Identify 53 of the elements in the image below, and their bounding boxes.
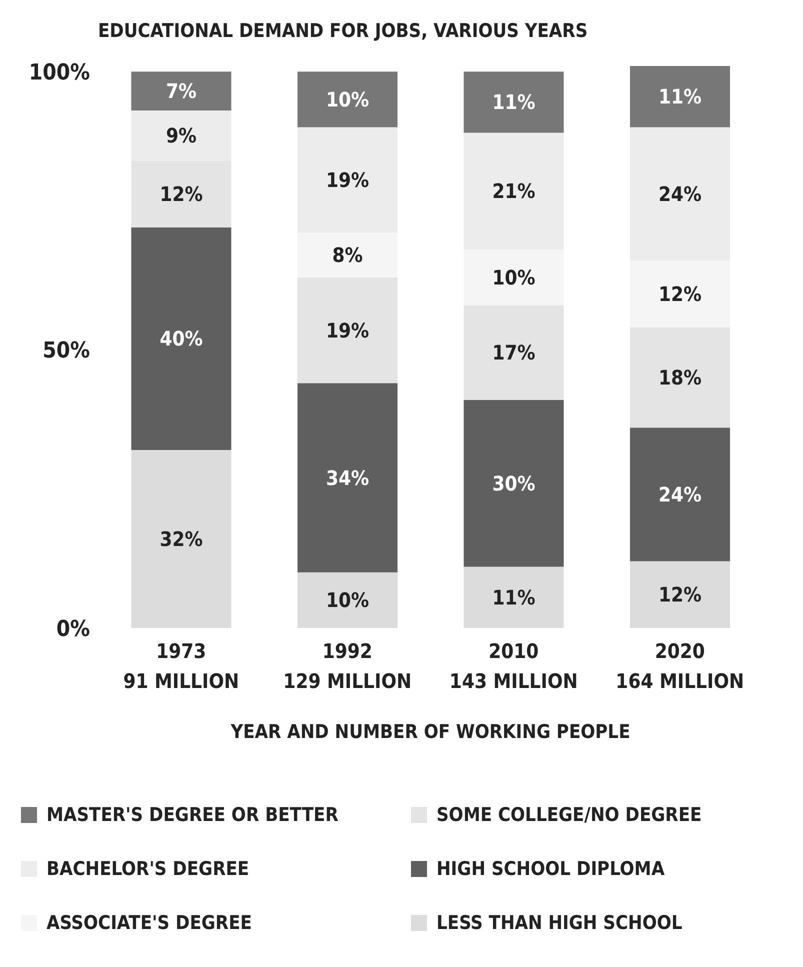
legend-label: SOME COLLEGE/NO DEGREE — [436, 804, 702, 826]
data-label: 12% — [658, 582, 702, 607]
legend-label: LESS THAN HIGH SCHOOL — [436, 912, 682, 934]
y-tick-label: 50% — [42, 338, 90, 364]
x-tick-label: 2010 143 MILLION — [449, 639, 578, 693]
y-tick-label: 100% — [28, 60, 90, 86]
data-label: 7% — [166, 79, 197, 104]
data-label: 8% — [332, 243, 363, 268]
data-label: 21% — [492, 179, 536, 204]
bar — [464, 72, 564, 133]
data-label: 30% — [492, 471, 536, 496]
data-label: 10% — [492, 265, 536, 290]
legend-label: MASTER'S DEGREE OR BETTER — [46, 804, 338, 826]
data-label: 32% — [160, 526, 203, 551]
data-label: 17% — [492, 340, 536, 365]
bar — [630, 328, 730, 428]
bar — [298, 277, 398, 384]
data-label: 10% — [326, 588, 370, 612]
data-label: 19% — [326, 168, 370, 192]
data-label: 12% — [160, 182, 203, 206]
data-label: 24% — [658, 182, 702, 206]
data-label: 12% — [658, 282, 702, 306]
x-tick-label: 1992 129 MILLION — [283, 639, 412, 693]
x-axis-title: YEAR AND NUMBER OF WORKING PEOPLE — [230, 721, 630, 743]
y-tick-label: 0% — [56, 616, 90, 642]
bar — [464, 566, 564, 628]
bar — [131, 450, 232, 628]
data-label: 11% — [658, 84, 702, 109]
x-tick-label: 1973 91 MILLION — [123, 639, 240, 693]
bar — [464, 305, 564, 400]
data-label: 24% — [658, 482, 702, 506]
bar — [131, 227, 232, 450]
bar — [298, 383, 398, 572]
data-label: 10% — [326, 87, 370, 112]
bar — [298, 72, 398, 128]
x-tick-label: 2020 164 MILLION — [616, 639, 744, 693]
data-label: 34% — [326, 466, 370, 490]
data-label: 19% — [326, 318, 370, 342]
bar — [464, 400, 564, 567]
bar — [298, 572, 398, 628]
chart-title: EDUCATIONAL DEMAND FOR JOBS, VARIOUS YEARS — [98, 20, 588, 42]
data-label: 18% — [658, 366, 702, 390]
data-label: 9% — [166, 124, 197, 148]
bar — [630, 561, 730, 628]
data-label: 40% — [160, 326, 203, 351]
data-label: 11% — [492, 90, 536, 114]
bar — [630, 428, 730, 562]
legend-label: BACHELOR'S DEGREE — [46, 858, 250, 880]
legend-label: ASSOCIATE'S DEGREE — [46, 912, 252, 934]
bar — [131, 72, 232, 111]
bar — [630, 66, 730, 128]
data-label: 11% — [492, 585, 536, 610]
legend-label: HIGH SCHOOL DIPLOMA — [436, 858, 665, 880]
